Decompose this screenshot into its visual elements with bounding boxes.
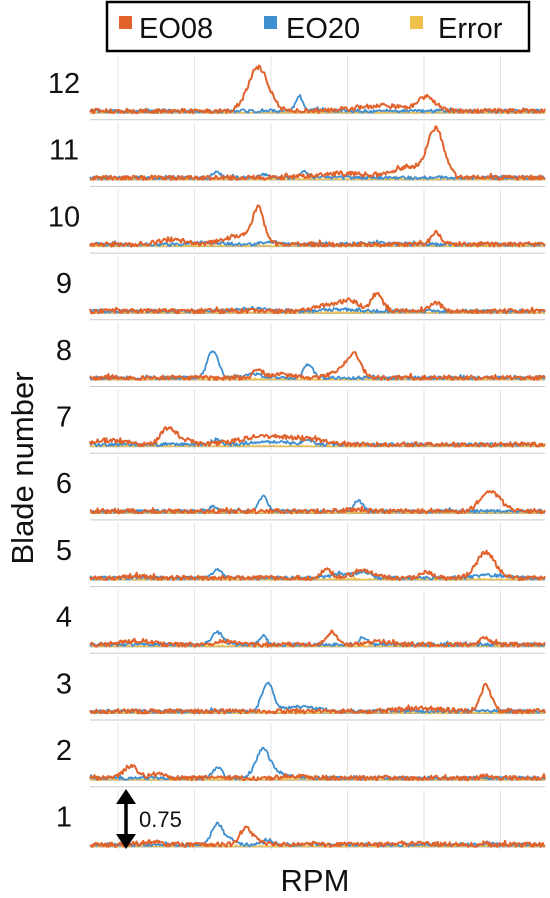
panel-blade-7 (89, 386, 546, 451)
series-eo08-blade-10 (89, 204, 546, 248)
panel-blade-12 (89, 56, 546, 117)
panel-blade-2 (89, 719, 546, 784)
panel-blade-5 (89, 519, 546, 584)
series-eo08-blade-5 (89, 549, 546, 582)
series-eo20-blade-3 (89, 681, 546, 714)
y-tick-label: 10 (48, 201, 80, 233)
y-tick-label: 12 (48, 68, 80, 100)
scale-arrow-head-down (116, 834, 136, 849)
legend-label-eo20: EO20 (286, 13, 360, 45)
legend-label-eo08: EO08 (139, 13, 213, 45)
series-error-blade-7 (89, 442, 546, 448)
series-eo08-blade-4 (89, 629, 546, 648)
panel-blade-6 (89, 452, 546, 517)
series-eo08-blade-3 (89, 682, 546, 715)
panel-blade-3 (89, 652, 546, 717)
y-tick-label: 7 (56, 402, 72, 434)
series-eo08-blade-9 (89, 291, 546, 315)
series-eo08-blade-7 (89, 426, 546, 448)
y-tick-label: 1 (56, 802, 72, 834)
series-eo08-blade-6 (90, 490, 546, 515)
y-tick-label: 5 (56, 535, 72, 567)
panel-blade-10 (89, 185, 546, 251)
scale-arrow-head-up (116, 789, 136, 804)
y-tick-label: 6 (56, 468, 72, 500)
y-tick-label: 11 (49, 135, 79, 167)
series-eo20-blade-2 (89, 746, 546, 781)
y-tick-label: 3 (56, 668, 72, 700)
y-tick-labels: 12 11 10 9 8 7 6 5 4 3 2 1 (48, 68, 80, 834)
legend: EO08 EO20 Error (105, 0, 531, 53)
legend-swatch-eo20 (264, 16, 277, 29)
panel-blade-1 (89, 786, 546, 851)
legend-swatch-error (410, 16, 423, 29)
y-tick-label: 2 (56, 735, 72, 767)
series-eo08-blade-12 (89, 64, 546, 115)
scale-annotation: 0.75 (116, 789, 182, 849)
legend-box (105, 0, 531, 53)
series-eo08-blade-2 (89, 763, 546, 782)
scale-label: 0.75 (139, 807, 182, 832)
y-tick-label: 8 (56, 335, 72, 367)
series-error-blade-5 (89, 574, 546, 582)
panel-blade-9 (89, 252, 546, 317)
legend-swatch-eo08 (119, 16, 132, 29)
legend-label-error: Error (438, 13, 503, 45)
panel-blade-8 (89, 319, 546, 384)
y-tick-label: 9 (56, 268, 72, 300)
x-axis-label: RPM (281, 863, 350, 898)
panel-blade-4 (89, 586, 546, 651)
series-eo08-blade-11 (89, 125, 546, 181)
y-tick-label: 4 (56, 602, 72, 634)
y-axis-label: Blade number (5, 371, 40, 564)
series-eo20-blade-8 (89, 350, 546, 381)
panels (89, 56, 546, 851)
series-eo20-blade-7 (89, 437, 546, 447)
series-eo08-blade-8 (89, 351, 546, 381)
series-eo08-blade-1 (89, 825, 546, 848)
panel-blade-11 (89, 119, 546, 184)
